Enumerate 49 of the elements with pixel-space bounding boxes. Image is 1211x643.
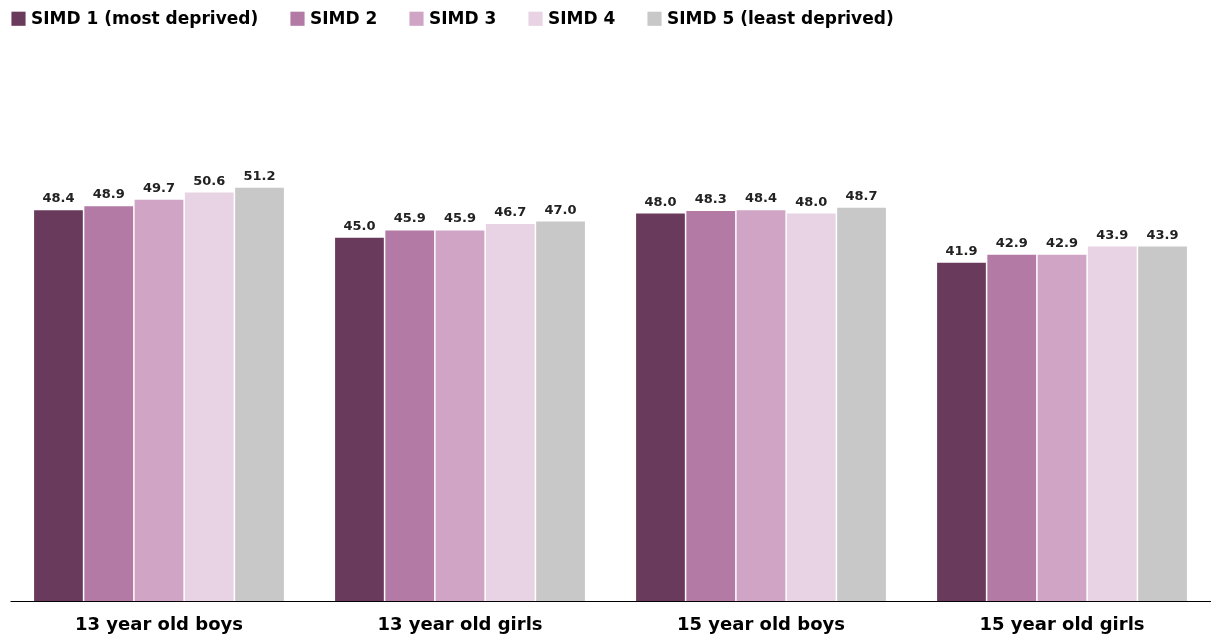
data-label: 48.0: [644, 193, 677, 209]
legend-label: SIMD 5 (least deprived): [667, 7, 894, 28]
bar: [184, 192, 234, 601]
bar: [786, 213, 836, 601]
x-tick-label: 13 year old boys: [75, 612, 243, 634]
data-label: 48.3: [694, 191, 727, 207]
bar: [134, 199, 184, 601]
data-label: 48.7: [845, 187, 878, 203]
bar: [1037, 254, 1087, 601]
bar: [34, 210, 83, 601]
legend-label: SIMD 4: [548, 7, 616, 28]
data-label: 46.7: [494, 204, 527, 219]
bar: [485, 224, 535, 601]
bar: [235, 187, 284, 601]
data-label: 47.0: [544, 201, 577, 217]
data-label: 48.4: [744, 190, 778, 206]
x-tick-label: 15 year old girls: [979, 612, 1145, 634]
x-tick-label: 13 year old girls: [377, 612, 543, 634]
bar: [1087, 246, 1137, 601]
data-label: 45.9: [393, 210, 426, 226]
legend-label: SIMD 1 (most deprived): [31, 7, 259, 28]
legend-label: SIMD 2: [310, 7, 378, 28]
bar: [686, 211, 736, 601]
data-label: 50.6: [193, 172, 226, 188]
data-label: 42.9: [1045, 234, 1079, 250]
bar: [84, 206, 134, 601]
bar: [636, 213, 685, 601]
bar: [837, 207, 886, 601]
data-label: 45.9: [443, 210, 477, 226]
data-label: 51.2: [243, 167, 276, 183]
x-tick-label: 15 year old boys: [677, 612, 845, 634]
bar: [536, 221, 585, 601]
data-label: 48.0: [795, 193, 828, 209]
bar: [435, 230, 485, 601]
data-label: 42.9: [995, 234, 1028, 250]
bar: [335, 237, 384, 601]
data-label: 45.0: [343, 217, 376, 233]
data-label: 49.7: [142, 179, 176, 195]
bar: [987, 254, 1037, 601]
data-label: 43.9: [1096, 226, 1129, 242]
bar: [1138, 246, 1187, 601]
bar: [385, 230, 435, 601]
bar: [736, 210, 786, 601]
data-label: 48.9: [92, 186, 125, 202]
data-label: 48.4: [42, 190, 75, 206]
data-label: 41.9: [945, 242, 978, 258]
bar: [937, 262, 986, 601]
data-label: 43.9: [1146, 226, 1179, 242]
legend-label: SIMD 3: [429, 7, 497, 28]
